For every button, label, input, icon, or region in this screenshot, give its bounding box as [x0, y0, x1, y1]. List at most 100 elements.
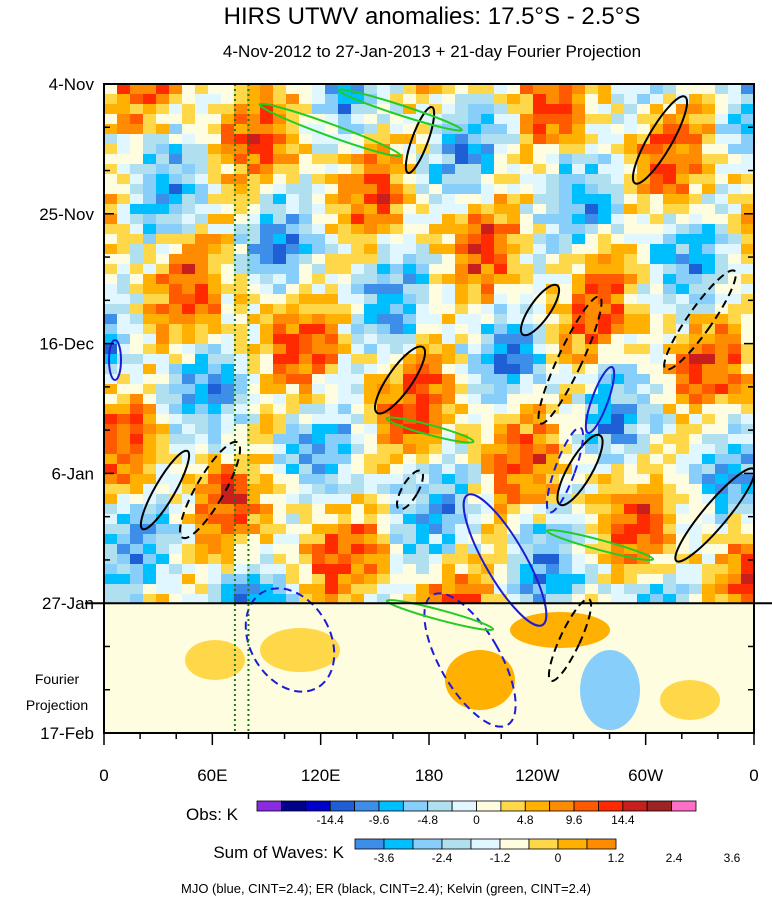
field-cell: [494, 574, 508, 585]
field-cell: [377, 554, 391, 565]
field-cell: [572, 234, 586, 245]
field-cell: [429, 384, 443, 395]
field-cell: [247, 354, 261, 365]
field-cell: [208, 294, 222, 305]
field-cell: [234, 264, 248, 275]
field-cell: [468, 514, 482, 525]
field-cell: [429, 574, 443, 585]
field-cell: [689, 594, 703, 605]
field-cell: [715, 374, 729, 385]
field-cell: [169, 584, 183, 595]
field-cell: [442, 344, 456, 355]
field-cell: [611, 144, 625, 155]
field-cell: [702, 564, 716, 575]
field-cell: [195, 574, 209, 585]
field-cell: [559, 594, 573, 605]
field-cell: [299, 224, 313, 235]
field-cell: [325, 174, 339, 185]
field-cell: [312, 94, 326, 105]
field-cell: [741, 584, 754, 595]
field-cell: [299, 94, 313, 105]
field-cell: [169, 94, 183, 105]
field-cell: [559, 104, 573, 115]
field-cell: [520, 94, 534, 105]
field-cell: [585, 224, 599, 235]
field-cell: [702, 464, 716, 475]
field-cell: [169, 514, 183, 525]
obs-colorbar-label: Obs: K: [186, 805, 239, 824]
projection-blob: [185, 640, 245, 680]
field-cell: [130, 474, 144, 485]
field-cell: [611, 204, 625, 215]
field-cell: [234, 514, 248, 525]
field-cell: [494, 374, 508, 385]
field-cell: [182, 374, 196, 385]
field-cell: [624, 474, 638, 485]
field-cell: [637, 224, 651, 235]
field-cell: [364, 554, 378, 565]
field-cell: [598, 344, 612, 355]
field-cell: [520, 374, 534, 385]
field-cell: [598, 144, 612, 155]
field-cell: [377, 154, 391, 165]
field-cell: [104, 494, 118, 505]
field-cell: [546, 134, 560, 145]
field-cell: [624, 184, 638, 195]
field-cell: [429, 154, 443, 165]
field-cell: [728, 414, 742, 425]
field-cell: [520, 274, 534, 285]
y-tick-label: 16-Dec: [39, 335, 94, 354]
field-cell: [416, 244, 430, 255]
field-cell: [299, 254, 313, 265]
field-cell: [481, 224, 495, 235]
field-cell: [338, 394, 352, 405]
field-cell: [702, 424, 716, 435]
field-cell: [702, 304, 716, 315]
field-cell: [273, 134, 287, 145]
x-tick-label: 60E: [197, 766, 227, 785]
field-cell: [455, 154, 469, 165]
field-cell: [182, 344, 196, 355]
field-cell: [481, 174, 495, 185]
field-cell: [403, 104, 417, 115]
field-cell: [273, 84, 287, 95]
field-cell: [338, 504, 352, 515]
field-cell: [130, 234, 144, 245]
field-cell: [104, 304, 118, 315]
field-cell: [325, 494, 339, 505]
waves-colorbar: Sum of Waves: K -3.6 -2.4 -1.2 0 1.2 2.4 3.6: [213, 838, 741, 865]
field-cell: [494, 304, 508, 315]
field-cell: [507, 504, 521, 515]
colorbar-tick-label: 9.6: [566, 813, 583, 827]
field-cell: [130, 584, 144, 595]
field-cell: [611, 524, 625, 535]
field-cell: [572, 154, 586, 165]
field-cell: [221, 534, 235, 545]
field-cell: [520, 534, 534, 545]
field-cell: [117, 104, 131, 115]
field-cell: [507, 284, 521, 295]
field-cell: [572, 534, 586, 545]
field-cell: [325, 464, 339, 475]
field-cell: [416, 134, 430, 145]
field-cell: [585, 254, 599, 265]
field-cell: [416, 554, 430, 565]
field-cell: [728, 554, 742, 565]
field-cell: [195, 504, 209, 515]
field-cell: [598, 424, 612, 435]
field-cell: [260, 214, 274, 225]
field-cell: [572, 284, 586, 295]
field-cell: [299, 274, 313, 285]
field-cell: [169, 404, 183, 415]
colorbar-tick-label: 0: [555, 851, 562, 865]
field-cell: [559, 304, 573, 315]
field-cell: [442, 584, 456, 595]
field-cell: [442, 274, 456, 285]
field-cell: [390, 174, 404, 185]
field-cell: [572, 514, 586, 525]
field-cell: [650, 414, 664, 425]
field-cell: [520, 464, 534, 475]
field-cell: [273, 524, 287, 535]
field-cell: [676, 404, 690, 415]
field-cell: [195, 554, 209, 565]
